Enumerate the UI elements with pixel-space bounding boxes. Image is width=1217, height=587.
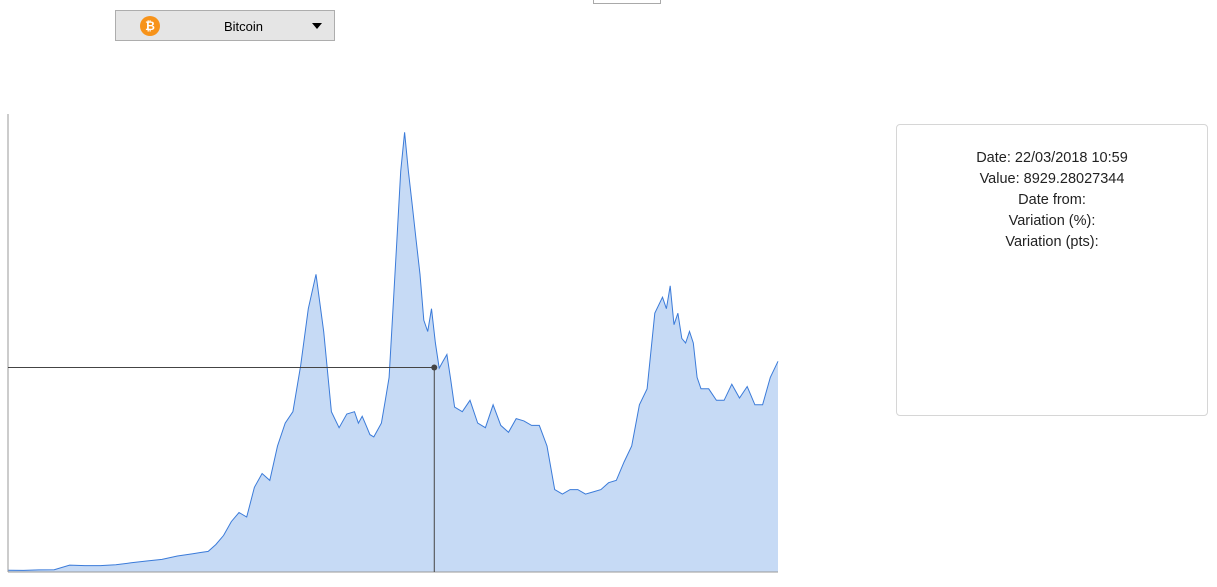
- price-chart[interactable]: [0, 110, 790, 580]
- cursor-point-marker: [431, 364, 438, 371]
- info-date: Date: 22/03/2018 10:59: [976, 150, 1128, 166]
- info-variation-points: Variation (pts):: [1005, 234, 1099, 250]
- bitcoin-icon: ₿: [140, 16, 160, 36]
- coin-selector-dropdown[interactable]: ₿ Bitcoin: [115, 10, 335, 41]
- info-date-from: Date from:: [1018, 192, 1086, 208]
- top-input-box[interactable]: [593, 0, 661, 4]
- price-area-fill: [8, 132, 778, 573]
- info-panel: Date: 22/03/2018 10:59 Value: 8929.28027…: [896, 124, 1208, 416]
- info-variation-percent: Variation (%):: [1008, 213, 1096, 229]
- info-value: Value: 8929.28027344: [979, 171, 1125, 187]
- chevron-down-icon: [312, 23, 322, 29]
- price-chart-svg[interactable]: [0, 110, 790, 580]
- coin-selector-label: Bitcoin: [223, 19, 264, 34]
- price-series-line: [7, 132, 779, 571]
